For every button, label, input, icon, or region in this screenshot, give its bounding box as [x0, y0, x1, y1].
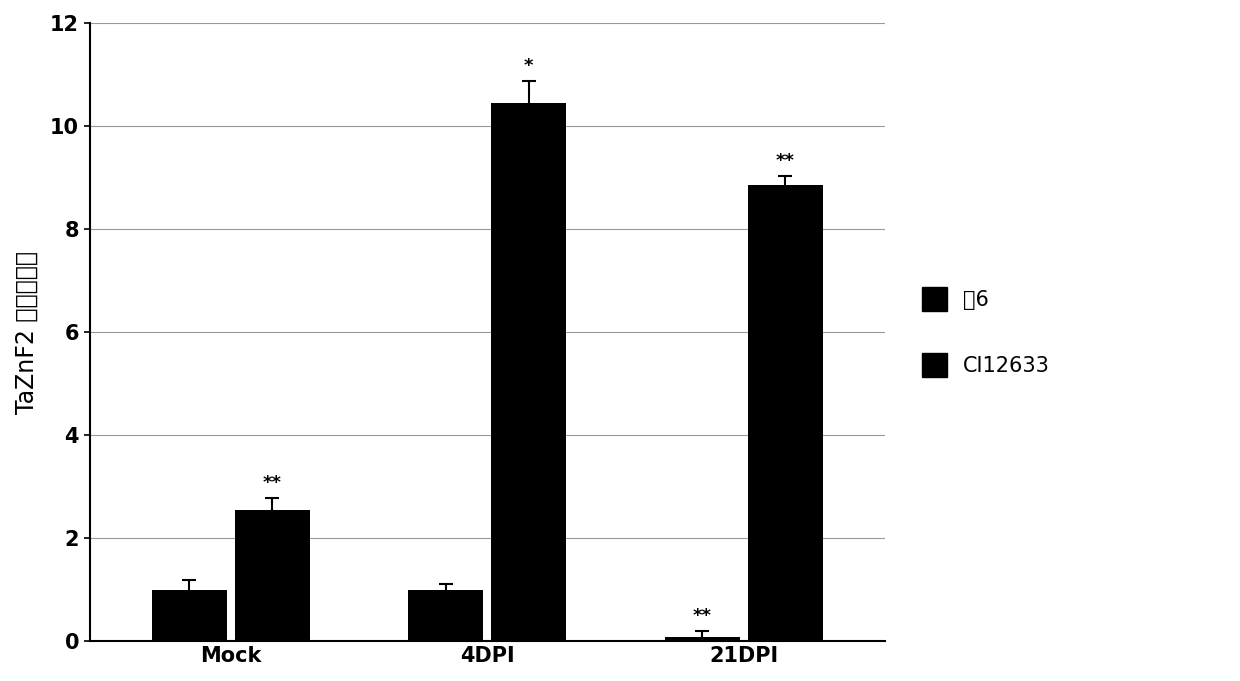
Legend: 湒6, CI12633: 湒6, CI12633	[911, 276, 1060, 387]
Bar	[408, 590, 484, 641]
Text: **: **	[263, 474, 281, 492]
Bar	[665, 637, 740, 641]
Bar	[748, 185, 822, 641]
Text: **: **	[693, 607, 712, 624]
Y-axis label: TaZnF2 相对表达量: TaZnF2 相对表达量	[15, 251, 38, 413]
Text: **: **	[776, 152, 795, 170]
Bar	[491, 103, 567, 641]
Bar	[151, 590, 227, 641]
Bar	[234, 510, 310, 641]
Text: *: *	[523, 57, 533, 75]
